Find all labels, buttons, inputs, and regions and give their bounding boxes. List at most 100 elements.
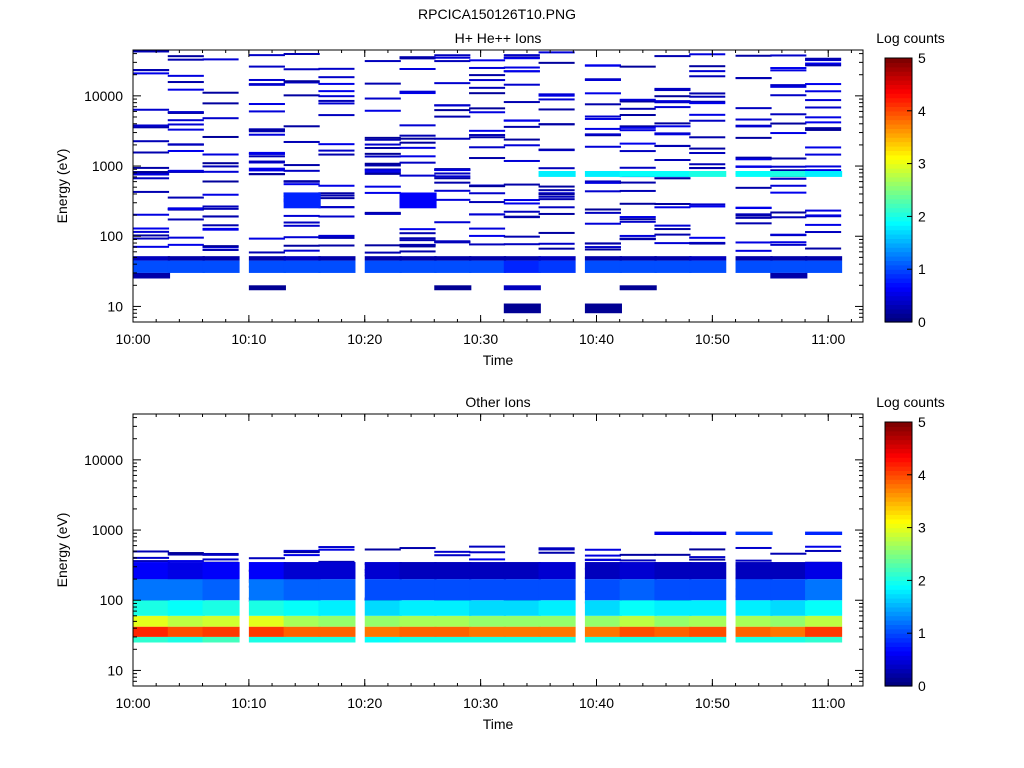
- heatmap-cell: [503, 83, 540, 86]
- heatmap-cell: [503, 562, 541, 580]
- heatmap-cell: [202, 562, 240, 580]
- heatmap-cell: [805, 99, 842, 102]
- heatmap-cell: [133, 560, 170, 563]
- heatmap-cell: [805, 128, 842, 131]
- heatmap-cell: [735, 136, 772, 139]
- colorbar-swatch: [885, 628, 912, 634]
- heatmap-cell: [364, 60, 401, 63]
- heatmap-cell: [167, 88, 204, 91]
- heatmap-cell: [364, 97, 401, 100]
- heatmap-cell: [735, 170, 773, 177]
- colorbar-swatch: [885, 518, 912, 524]
- heatmap-cell: [619, 170, 657, 177]
- colorbar-swatch: [885, 97, 912, 103]
- colorbar-swatch: [885, 545, 912, 551]
- colorbar-swatch: [885, 461, 912, 467]
- heatmap-cell: [318, 184, 355, 187]
- heatmap-cell: [770, 211, 807, 214]
- heatmap-cell: [318, 626, 356, 637]
- colorbar-swatch: [885, 598, 912, 603]
- heatmap-cell: [399, 90, 436, 93]
- heatmap-cell: [584, 600, 622, 616]
- heatmap-cell: [584, 117, 621, 120]
- colorbar: 0 1 2 3 4 5 Log counts: [876, 30, 945, 330]
- colorbar-swatch: [885, 426, 912, 432]
- heatmap-cell: [469, 107, 506, 110]
- heatmap-cell: [503, 615, 541, 627]
- colorbar-swatch: [885, 624, 912, 630]
- heatmap-cell: [805, 209, 842, 212]
- heatmap-cell: [133, 600, 171, 616]
- heatmap-cell: [584, 211, 621, 214]
- heatmap-cell: [735, 222, 772, 225]
- heatmap-cell: [654, 242, 691, 245]
- x-tick-label: 11:00: [811, 695, 845, 711]
- heatmap-cell: [689, 626, 727, 637]
- heatmap-cell: [654, 95, 691, 98]
- heatmap-cell: [584, 92, 621, 95]
- x-tick-label: 11:00: [811, 331, 845, 347]
- heatmap-cell: [584, 170, 622, 177]
- heatmap-cell: [735, 579, 773, 601]
- x-tick-label: 10:30: [463, 331, 498, 347]
- heatmap-cell: [399, 232, 436, 235]
- colorbar-swatch: [885, 88, 912, 94]
- heatmap-cell: [805, 153, 842, 156]
- colorbar-swatch: [885, 212, 912, 217]
- heatmap-cell: [503, 54, 540, 57]
- colorbar-swatch: [885, 655, 912, 661]
- heatmap-cell: [167, 560, 204, 563]
- colorbar-swatch: [885, 71, 912, 77]
- colorbar-swatch: [885, 128, 912, 134]
- heatmap-cell: [689, 170, 727, 177]
- colorbar-swatch: [885, 313, 912, 319]
- heatmap-cell: [503, 70, 540, 73]
- colorbar-swatch: [885, 256, 912, 261]
- heatmap-cell: [619, 202, 656, 205]
- heatmap-cell: [283, 214, 320, 217]
- colorbar-tick-label: 0: [918, 678, 926, 694]
- heatmap-cell: [469, 579, 507, 601]
- heatmap-cell: [364, 579, 402, 601]
- colorbar-swatch: [885, 532, 912, 537]
- heatmap-cell: [805, 562, 843, 580]
- heatmap-cell: [318, 95, 355, 98]
- colorbar-swatch: [885, 580, 912, 586]
- colorbar-tick-label: 0: [918, 314, 926, 330]
- heatmap-cell: [364, 191, 401, 194]
- heatmap-cell: [619, 65, 656, 68]
- heatmap-cell: [805, 165, 842, 168]
- heatmap-cell: [584, 626, 622, 637]
- heatmap-cell: [654, 87, 691, 90]
- heatmap-cell: [364, 244, 401, 247]
- heatmap-cell: [469, 562, 507, 580]
- heatmap-cell: [735, 118, 772, 121]
- heatmap-cell: [434, 175, 471, 178]
- heatmap-cell: [283, 256, 321, 261]
- colorbar-swatch: [885, 483, 912, 489]
- heatmap-cell: [770, 170, 808, 177]
- heatmap-cell: [584, 181, 621, 184]
- heatmap-cell: [469, 66, 506, 69]
- colorbar-swatch: [885, 444, 912, 449]
- heatmap-cell: [654, 170, 692, 177]
- heatmap-cell: [469, 260, 507, 273]
- heatmap-cell: [283, 224, 320, 227]
- heatmap-cell: [248, 579, 286, 601]
- colorbar-swatch: [885, 439, 912, 445]
- heatmap-cell: [133, 272, 171, 279]
- heatmap-cell: [364, 562, 402, 580]
- heatmap-cell: [689, 205, 726, 208]
- heatmap-cell: [248, 103, 285, 106]
- heatmap-cell: [735, 156, 772, 159]
- heatmap-cell: [434, 615, 472, 627]
- heatmap-cell: [399, 141, 436, 144]
- heatmap-cell: [805, 116, 842, 119]
- heatmap-cell: [619, 553, 656, 556]
- heatmap-cell: [654, 177, 691, 180]
- heatmap-cell: [434, 285, 472, 291]
- heatmap-cell: [133, 579, 171, 601]
- y-axis-label: Energy (eV): [54, 513, 70, 588]
- heatmap-cell: [805, 83, 842, 86]
- heatmap-cell: [283, 579, 321, 601]
